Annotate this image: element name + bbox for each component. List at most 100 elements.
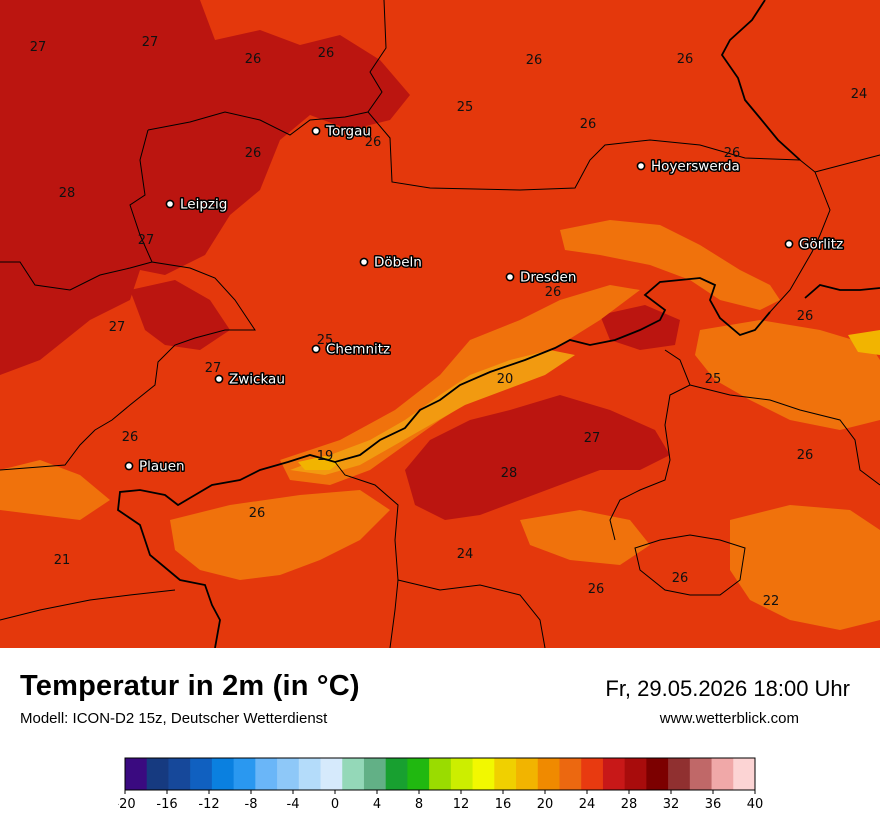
temperature-value: 24	[457, 547, 474, 562]
city-label: Görlitz	[799, 237, 843, 253]
temperature-value: 27	[109, 320, 126, 335]
legend-swatch	[168, 758, 191, 790]
temperature-value: 26	[724, 146, 741, 161]
temperature-value: 27	[584, 431, 601, 446]
temperature-value: 24	[851, 87, 868, 102]
legend-tick-label: 12	[453, 797, 470, 812]
city-dot	[505, 272, 515, 282]
temperature-value: 26	[672, 571, 689, 586]
temperature-value: 26	[249, 506, 266, 521]
legend-tick-label: 8	[415, 797, 423, 812]
website-link[interactable]: www.wetterblick.com	[659, 710, 799, 727]
czech-regions	[334, 349, 880, 648]
legend-swatch	[190, 758, 213, 790]
temperature-value: 28	[59, 186, 76, 201]
legend-swatch	[320, 758, 343, 790]
mild-band-east	[560, 220, 780, 310]
temperature-value: 19	[317, 449, 334, 464]
city-label: Hoyerswerda	[651, 159, 740, 175]
legend-tick-label: 40	[747, 797, 764, 812]
temperature-value: 27	[142, 35, 159, 50]
color-legend: -20 -16 -12 -8 -4 0 4 8 12 16 20 24 28 32 36 40	[114, 752, 766, 822]
temperature-value: 27	[138, 233, 155, 248]
legend-tick-label: -8	[245, 797, 258, 812]
temperature-value: 26	[588, 582, 605, 597]
legend-tick-label: -16	[156, 797, 177, 812]
legend-swatch	[363, 758, 387, 790]
temperature-value: 27	[30, 40, 47, 55]
legend-swatch	[516, 758, 539, 790]
legend-swatch	[385, 758, 408, 790]
legend-tick-label: 4	[373, 797, 381, 812]
legend-swatch	[472, 758, 495, 790]
city-label: Torgau	[325, 124, 371, 140]
city-dot	[214, 374, 224, 384]
city-dot	[311, 344, 321, 354]
city-dot	[636, 161, 646, 171]
legend-tick-label: 32	[663, 797, 680, 812]
temperature-value: 26	[365, 135, 382, 150]
mild-band-southwest	[0, 460, 110, 520]
city-dot	[359, 257, 369, 267]
cool-band-ore-mountains	[290, 350, 575, 475]
city-label: Leipzig	[180, 197, 227, 213]
city-dot	[165, 199, 175, 209]
city-dot	[784, 239, 794, 249]
value-labels: 27 27 26 26 26 26 24 25 26 26 26 26 28 27 27 26 27 26 25 25…	[30, 35, 868, 609]
temperature-value: 25	[705, 372, 722, 387]
mild-band-far-east	[695, 320, 880, 430]
state-borders	[0, 0, 880, 621]
legend-border	[124, 757, 756, 791]
city-label: Dresden	[520, 270, 576, 286]
city-label: Plauen	[139, 459, 185, 475]
temperature-value: 26	[318, 46, 335, 61]
legend-tick-label: -4	[287, 797, 300, 812]
legend-tick-label: 16	[495, 797, 512, 812]
city-dot	[124, 461, 134, 471]
legend-tick-label: -20	[118, 797, 136, 812]
legend-swatch	[233, 758, 256, 790]
legend-swatch	[537, 758, 560, 790]
legend-swatch	[125, 758, 148, 790]
mild-band-southeast	[520, 510, 650, 565]
legend-tick-label: 36	[705, 797, 722, 812]
cool-spot-east	[848, 330, 880, 355]
legend-swatch	[733, 758, 756, 790]
legend-swatch	[407, 758, 430, 790]
mild-band-far-southeast	[730, 505, 880, 630]
national-border	[117, 0, 880, 648]
city-markers: Torgau Hoyerswerda Leipzig Görlitz Döbeln Dre…	[124, 122, 845, 476]
legend-swatch	[211, 758, 235, 790]
legend-swatch	[559, 758, 582, 790]
temperature-value: 22	[763, 594, 780, 609]
legend-swatch	[646, 758, 669, 790]
legend-swatch	[429, 758, 452, 790]
temperature-value: 26	[245, 146, 262, 161]
legend-swatch	[581, 758, 604, 790]
legend-swatch	[255, 758, 278, 790]
temperature-value: 26	[677, 52, 694, 67]
temperature-value: 21	[54, 553, 71, 568]
temperature-value: 25	[457, 100, 474, 115]
legend-swatch	[624, 758, 647, 790]
temperature-value: 20	[497, 372, 514, 387]
legend-swatch	[277, 758, 300, 790]
city-dot	[311, 126, 321, 136]
legend-tick-label: 0	[331, 797, 339, 812]
map-title: Temperatur in 2m (in °C)	[20, 670, 360, 702]
temperature-value: 28	[501, 466, 518, 481]
temperature-value: 25	[317, 333, 334, 348]
temperature-map[interactable]: 27 27 26 26 26 26 24 25 26 26 26 26 28 27 27 26 27 26 25 25…	[0, 0, 880, 648]
legend-swatch	[711, 758, 734, 790]
heat-region-northwest-2	[130, 280, 230, 350]
model-subtitle: Modell: ICON-D2 15z, Deutscher Wetterdie…	[20, 710, 328, 727]
legend-tick-label: 20	[537, 797, 554, 812]
heat-region-northwest	[0, 0, 410, 375]
temperature-value: 26	[245, 52, 262, 67]
legend-swatch	[298, 758, 322, 790]
legend-tick-label: -12	[198, 797, 219, 812]
legend-swatch	[342, 758, 365, 790]
temperature-value: 26	[526, 53, 543, 68]
legend-swatch	[450, 758, 474, 790]
temperature-value: 26	[797, 309, 814, 324]
